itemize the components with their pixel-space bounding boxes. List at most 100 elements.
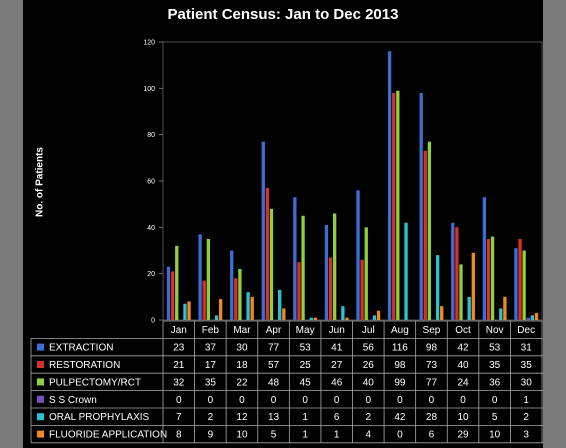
data-label: 26 bbox=[363, 360, 375, 371]
data-label: 53 bbox=[300, 343, 312, 354]
bar bbox=[455, 227, 459, 320]
data-label: 53 bbox=[489, 343, 501, 354]
x-tick-label: Jun bbox=[329, 325, 345, 336]
bar bbox=[166, 266, 171, 320]
data-label: 0 bbox=[460, 395, 466, 406]
bar bbox=[175, 245, 179, 320]
data-label: 42 bbox=[457, 343, 469, 354]
legend-label: PULPECTOMY/RCT bbox=[49, 377, 141, 388]
bar bbox=[459, 264, 463, 320]
bar bbox=[234, 278, 238, 320]
bar bbox=[427, 141, 432, 320]
data-label: 9 bbox=[208, 430, 214, 441]
data-label: 42 bbox=[394, 412, 406, 423]
legend-label: S S Crown bbox=[49, 395, 97, 406]
bar bbox=[364, 227, 368, 320]
data-label: 31 bbox=[521, 343, 533, 354]
bar bbox=[360, 259, 364, 320]
bar bbox=[297, 262, 301, 320]
data-label: 0 bbox=[271, 395, 277, 406]
data-label: 0 bbox=[429, 395, 435, 406]
bar bbox=[328, 257, 333, 320]
bar bbox=[396, 90, 400, 321]
y-tick-label: 20 bbox=[147, 271, 155, 278]
legend-label: ORAL PROPHYLAXIS bbox=[49, 412, 150, 423]
data-label: 3 bbox=[523, 430, 529, 441]
data-label: 21 bbox=[173, 360, 185, 371]
bar bbox=[356, 190, 360, 320]
bar bbox=[187, 301, 191, 320]
x-tick-label: Jan bbox=[171, 325, 187, 336]
data-label: 0 bbox=[208, 395, 214, 406]
data-label: 10 bbox=[236, 430, 248, 441]
data-label: 35 bbox=[521, 360, 533, 371]
data-label: 6 bbox=[429, 430, 435, 441]
chart-title: Patient Census: Jan to Dec 2013 bbox=[167, 6, 399, 23]
bar bbox=[218, 299, 223, 320]
data-label: 32 bbox=[173, 377, 185, 388]
bar bbox=[534, 313, 539, 320]
data-label: 12 bbox=[236, 412, 248, 423]
bar bbox=[250, 296, 254, 320]
data-label: 35 bbox=[489, 360, 501, 371]
data-label: 13 bbox=[268, 412, 280, 423]
data-label: 0 bbox=[176, 395, 182, 406]
x-tick-label: Jul bbox=[362, 325, 375, 336]
data-label: 29 bbox=[457, 430, 469, 441]
bar bbox=[246, 292, 250, 320]
bar bbox=[301, 215, 305, 320]
data-label: 25 bbox=[300, 360, 312, 371]
data-label: 1 bbox=[302, 430, 308, 441]
bar bbox=[293, 197, 297, 320]
data-label: 23 bbox=[173, 343, 185, 354]
data-label: 6 bbox=[334, 412, 340, 423]
data-label: 77 bbox=[426, 377, 438, 388]
bar bbox=[518, 238, 522, 320]
data-label: 10 bbox=[489, 430, 501, 441]
data-label: 37 bbox=[205, 343, 217, 354]
x-tick-label: Mar bbox=[233, 325, 251, 336]
data-label: 57 bbox=[268, 360, 280, 371]
data-label: 10 bbox=[457, 412, 469, 423]
bar bbox=[435, 255, 440, 320]
bar bbox=[471, 252, 475, 320]
x-tick-label: May bbox=[296, 325, 315, 336]
x-tick-label: Nov bbox=[486, 325, 504, 336]
data-label: 0 bbox=[334, 395, 340, 406]
data-label: 40 bbox=[457, 360, 469, 371]
data-label: 5 bbox=[492, 412, 498, 423]
data-label: 22 bbox=[236, 377, 248, 388]
data-label: 46 bbox=[331, 377, 343, 388]
bar bbox=[514, 248, 518, 320]
legend-swatch bbox=[37, 378, 44, 386]
bar bbox=[341, 306, 345, 320]
data-label: 27 bbox=[331, 360, 343, 371]
bar bbox=[482, 197, 487, 320]
bar bbox=[376, 310, 381, 320]
bar bbox=[198, 234, 202, 320]
bar bbox=[269, 208, 274, 320]
bar bbox=[345, 317, 349, 320]
y-tick-label: 80 bbox=[147, 132, 155, 139]
data-label: 7 bbox=[176, 412, 182, 423]
data-label: 48 bbox=[268, 377, 280, 388]
data-label: 45 bbox=[300, 377, 312, 388]
x-tick-label: Feb bbox=[202, 325, 220, 336]
legend-label: RESTORATION bbox=[49, 360, 120, 371]
bar bbox=[530, 315, 535, 320]
bar bbox=[392, 92, 396, 320]
bar bbox=[206, 238, 210, 320]
bar bbox=[387, 51, 392, 321]
data-label: 30 bbox=[236, 343, 248, 354]
x-tick-label: Dec bbox=[517, 325, 535, 336]
data-label: 0 bbox=[302, 395, 308, 406]
bar bbox=[522, 250, 526, 320]
data-label: 2 bbox=[366, 412, 372, 423]
bar bbox=[467, 296, 471, 320]
y-tick-label: 0 bbox=[151, 318, 155, 325]
plot-area bbox=[162, 41, 543, 321]
data-label: 8 bbox=[176, 430, 182, 441]
bar bbox=[170, 271, 175, 320]
legend-swatch bbox=[37, 413, 44, 421]
